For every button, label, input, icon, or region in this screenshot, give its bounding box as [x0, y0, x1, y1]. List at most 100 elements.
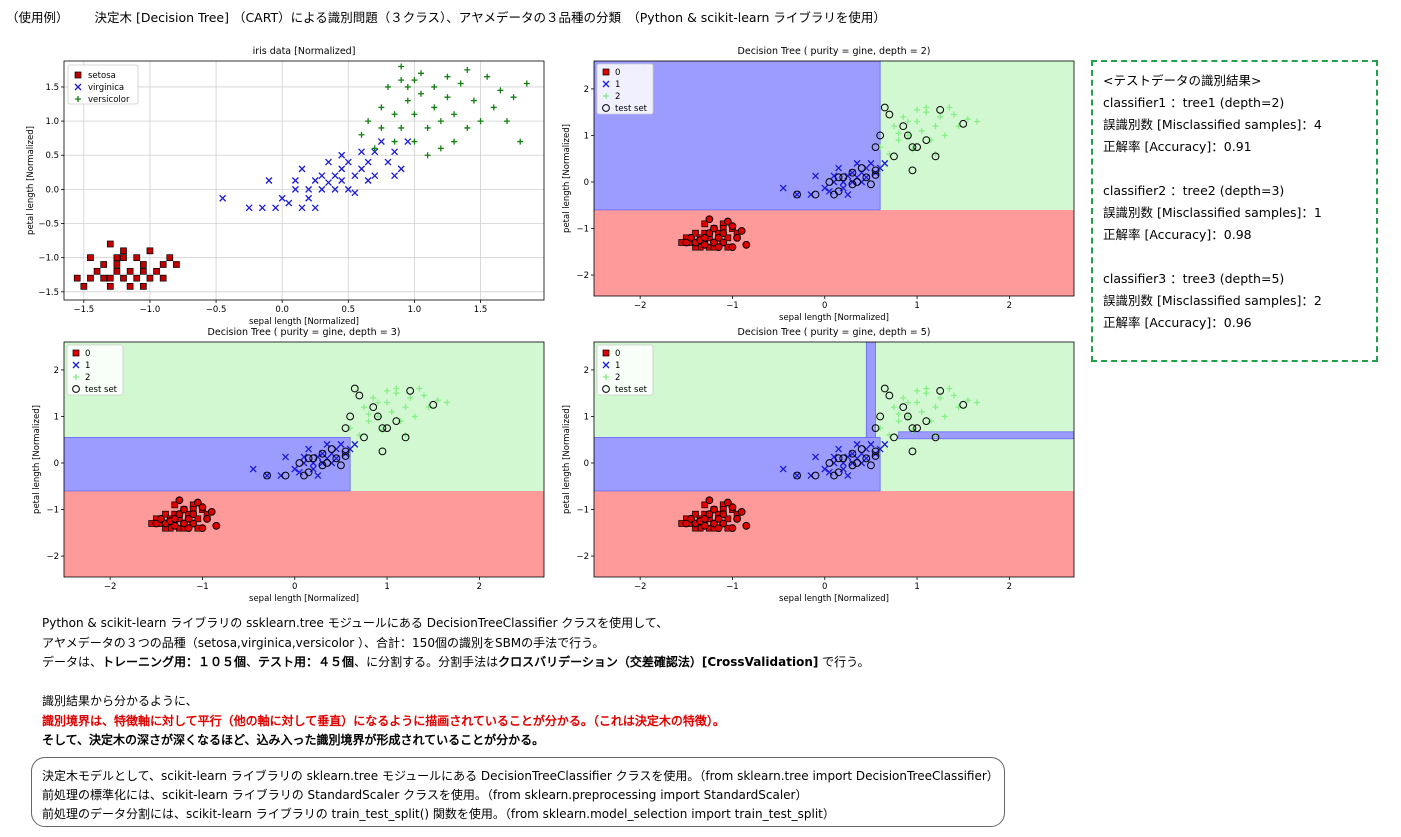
data-point-virginica — [265, 177, 273, 184]
test-point-class-0 — [714, 514, 723, 523]
test-point-class-2 — [936, 386, 945, 395]
legend-label: 1 — [85, 361, 90, 371]
test-point-class-0 — [714, 233, 723, 242]
legend-label: setosa — [88, 71, 116, 81]
test-point-class-0 — [189, 510, 198, 519]
data-point-virginica — [377, 138, 385, 146]
train-point-class-2 — [941, 413, 948, 420]
test-point-class-0 — [719, 510, 728, 519]
data-point-versicolor — [464, 124, 471, 131]
test-point-class-2 — [876, 412, 885, 421]
train-point-class-1 — [314, 472, 322, 480]
legend-marker-3 — [602, 385, 610, 393]
legend-marker-2 — [603, 93, 609, 99]
test-point-class-0 — [184, 514, 193, 523]
decision-region-class-0 — [594, 490, 1074, 577]
data-point-virginica — [404, 138, 412, 146]
desc-line-4: 識別結果から分かるように、 — [42, 694, 198, 708]
test-point-class-1 — [281, 471, 290, 480]
test-point-class-1 — [304, 454, 313, 463]
data-point-virginica — [245, 204, 253, 212]
data-point-setosa — [113, 267, 121, 275]
data-point-setosa — [146, 247, 154, 255]
data-point-setosa — [87, 254, 94, 262]
test-point-class-2 — [885, 110, 894, 119]
test-point-class-0 — [203, 514, 211, 523]
data-point-virginica — [364, 177, 372, 184]
y-axis-label: petal length [Normalized] — [26, 126, 36, 235]
test-point-class-0 — [719, 519, 728, 528]
train-point-class-1 — [825, 187, 833, 195]
test-point-class-0 — [719, 229, 728, 238]
test-point-class-1 — [309, 454, 318, 463]
test-point-class-2 — [383, 424, 391, 432]
y-tick-label: 2 — [54, 366, 59, 376]
legend: 0 1 2 test set — [596, 344, 654, 396]
x-tick-label: 0 — [292, 582, 297, 592]
data-point-setosa — [166, 254, 174, 262]
train-point-class-2 — [421, 392, 427, 399]
test-point-class-0 — [152, 519, 161, 528]
test-point-class-0 — [723, 498, 732, 507]
test-point-class-2 — [890, 433, 898, 442]
y-tick-label: −1 — [576, 225, 589, 235]
data-point-setosa — [120, 247, 127, 255]
data-point-versicolor — [418, 90, 425, 97]
legend-marker-1 — [602, 80, 610, 88]
plot-frame — [63, 60, 545, 301]
legend-marker-2 — [603, 374, 609, 380]
train-point-class-2 — [918, 408, 925, 415]
plot-area — [64, 61, 544, 300]
test-point-class-2 — [908, 424, 917, 432]
y-axis-label: petal length [Normalized] — [562, 405, 572, 514]
test-point-class-1 — [825, 178, 834, 186]
legend-label: test set — [85, 385, 118, 395]
train-point-class-2 — [923, 385, 930, 392]
test-point-class-1 — [323, 459, 331, 467]
test-point-class-0 — [705, 215, 714, 224]
train-point-class-2 — [932, 432, 939, 439]
x-tick-label: −1.0 — [140, 305, 161, 315]
train-point-class-1 — [295, 468, 303, 476]
desc-conclusion: そして、決定木の深さが深くなるほど、込み入った識別境界が形成されていることが分か… — [42, 733, 545, 747]
data-point-virginica — [391, 148, 399, 156]
result-1-misclassified: 誤識別数 [Misclassified samples]：4 — [1103, 117, 1322, 132]
data-point-setosa — [173, 261, 180, 268]
data-point-versicolor — [464, 66, 471, 73]
train-point-class-2 — [946, 104, 953, 111]
test-point-class-2 — [401, 433, 410, 442]
test-point-class-2 — [360, 433, 368, 442]
decision-tree-depth2-chart: Decision Tree ( purity = gine, depth = 2… — [530, 40, 1078, 323]
test-point-class-2 — [429, 400, 438, 409]
test-point-class-1 — [857, 445, 866, 453]
x-tick-label: 0.0 — [275, 305, 289, 315]
plot-area — [594, 342, 1074, 577]
header-prefix: （使用例） — [6, 10, 69, 25]
data-point-virginica — [358, 148, 365, 156]
data-point-setosa — [73, 274, 81, 282]
test-point-class-1 — [825, 459, 834, 467]
test-point-class-1 — [318, 461, 327, 470]
test-point-class-0 — [728, 243, 737, 252]
train-point-class-0 — [171, 501, 179, 509]
test-point-class-0 — [682, 238, 691, 247]
test-point-class-2 — [936, 105, 945, 114]
test-point-class-2 — [355, 391, 364, 400]
test-point-class-1 — [871, 452, 880, 460]
code-notes-box: 決定木モデルとして、scikit-learn ライブラリの sklearn.tr… — [31, 757, 1005, 827]
y-tick-label: −1 — [576, 506, 589, 516]
test-point-class-0 — [719, 238, 728, 247]
train-point-class-1 — [351, 440, 359, 448]
test-point-class-2 — [913, 424, 921, 432]
plot-frame — [63, 341, 545, 578]
train-point-class-2 — [946, 385, 953, 392]
train-point-class-2 — [904, 132, 911, 139]
data-point-setosa — [126, 282, 134, 290]
train-point-class-2 — [914, 387, 921, 394]
train-point-class-2 — [914, 118, 921, 125]
legend: setosa virginica versicolor — [67, 64, 139, 105]
test-point-class-2 — [871, 424, 880, 432]
data-point-versicolor — [523, 80, 530, 87]
data-point-setosa — [113, 254, 121, 262]
train-point-class-1 — [844, 453, 852, 461]
